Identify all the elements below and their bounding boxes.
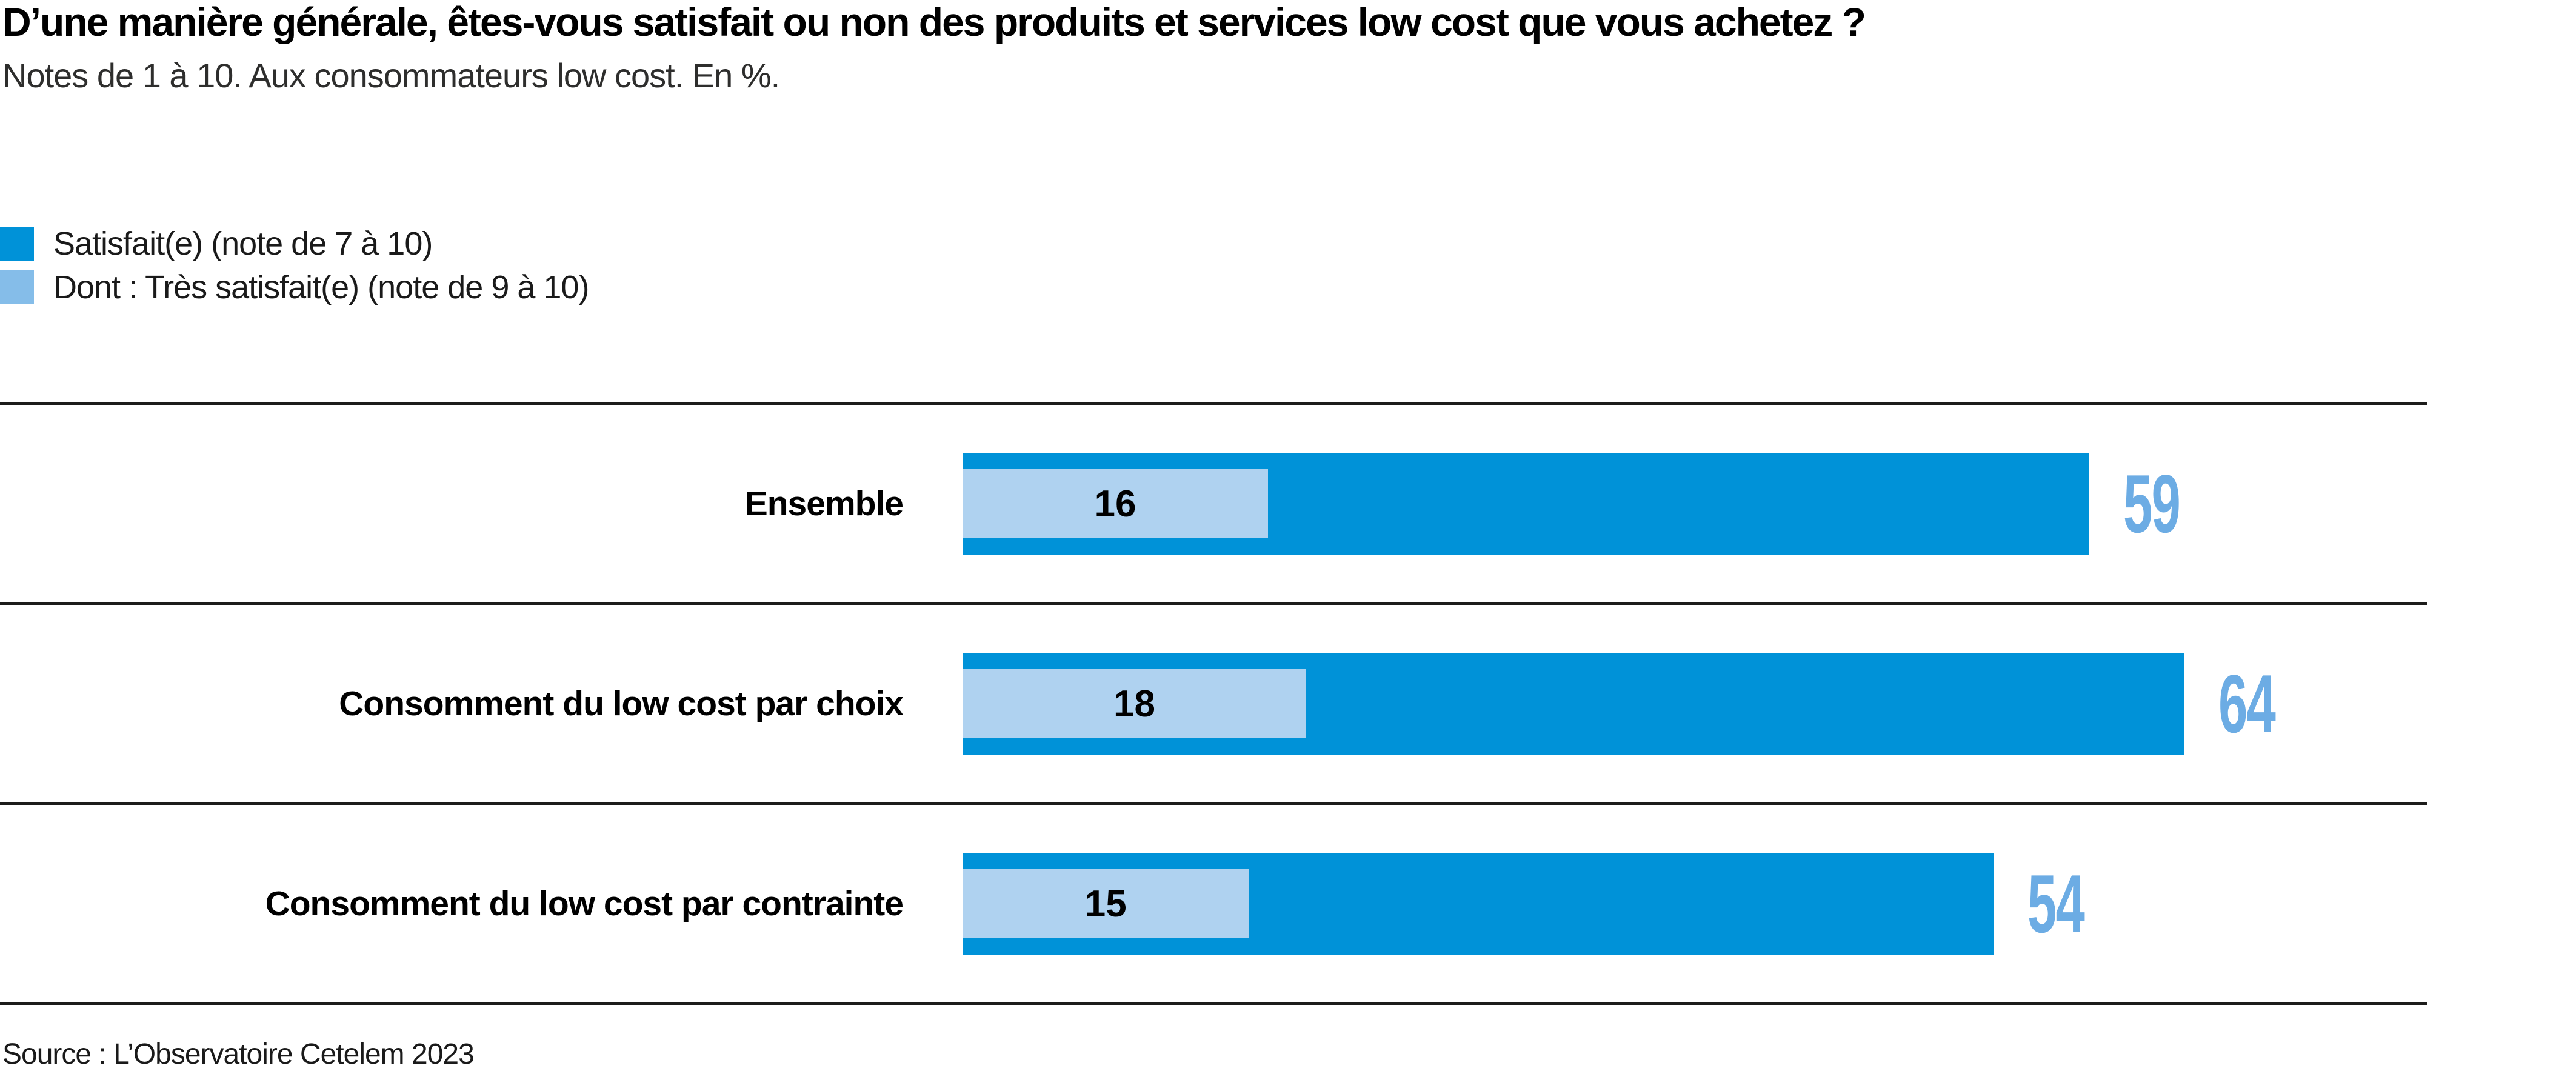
category-label: Consomment du low cost par choix: [339, 684, 904, 723]
very-satisfied-bar: 15: [963, 869, 1249, 938]
satisfied-swatch-icon: [0, 227, 34, 261]
chart-title: D’une manière générale, êtes-vous satisf…: [2, 0, 1866, 44]
bar-chart: Ensemble 16 59 Consomment du low cost par c…: [0, 402, 2427, 1005]
legend-item: Satisfait(e) (note de 7 à 10): [0, 225, 589, 262]
category-label: Ensemble: [744, 484, 904, 523]
legend-item-label: Dont : Très satisfait(e) (note de 9 à 10…: [53, 269, 589, 305]
very-satisfied-value: 18: [1113, 682, 1155, 725]
satisfied-bar: 16: [963, 453, 2089, 555]
very-satisfied-value: 16: [1094, 482, 1136, 525]
satisfied-bar: 18: [963, 653, 2184, 755]
chart-subtitle: Notes de 1 à 10. Aux consommateurs low c…: [2, 56, 780, 95]
chart-row: Ensemble 16 59: [0, 402, 2427, 602]
very-satisfied-bar: 18: [963, 669, 1306, 738]
satisfied-value: 59: [2123, 458, 2181, 550]
satisfied-bar: 15: [963, 853, 1994, 955]
legend-item: Dont : Très satisfait(e) (note de 9 à 10…: [0, 269, 589, 305]
source-note: Source : L’Observatoire Cetelem 2023: [2, 1038, 475, 1070]
legend-item-label: Satisfait(e) (note de 7 à 10): [53, 225, 433, 262]
very-satisfied-swatch-icon: [0, 270, 34, 304]
very-satisfied-value: 15: [1084, 882, 1127, 925]
chart-row: Consomment du low cost par contrainte 15 5…: [0, 802, 2427, 1002]
satisfied-value: 54: [2027, 858, 2085, 950]
category-label: Consomment du low cost par contrainte: [265, 884, 904, 923]
legend: Satisfait(e) (note de 7 à 10) Dont : Très…: [0, 225, 589, 305]
very-satisfied-bar: 16: [963, 469, 1268, 538]
satisfied-value: 64: [2218, 658, 2276, 750]
chart-row: Consomment du low cost par choix 18 64: [0, 602, 2427, 802]
